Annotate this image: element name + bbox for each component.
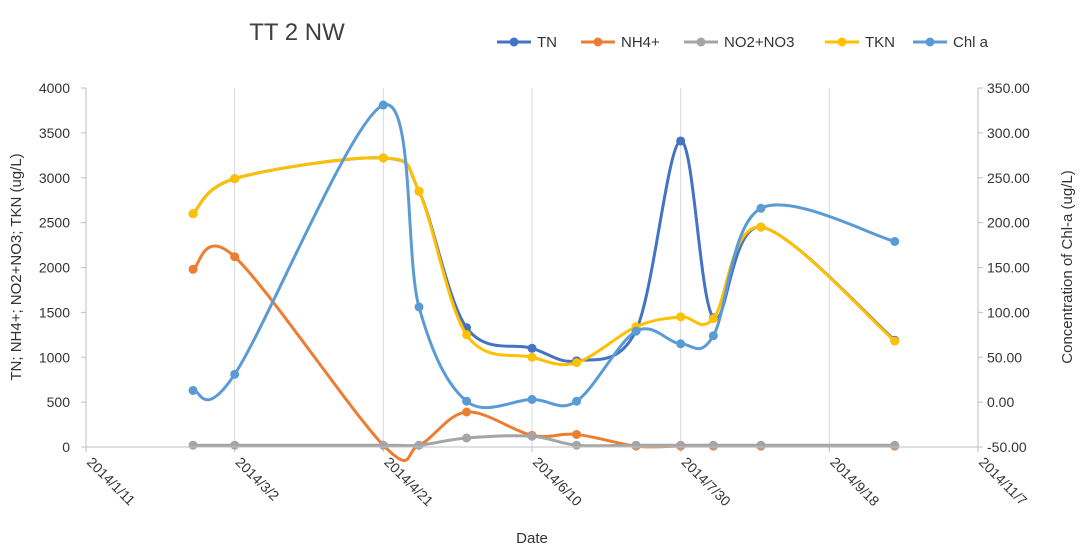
legend-swatch-marker	[509, 37, 519, 47]
y2-tick-label: -50.00	[987, 439, 1027, 455]
data-point-tkn	[572, 358, 582, 368]
y2-tick-label: 50.00	[987, 349, 1022, 365]
y2-tick-label: 300.00	[987, 125, 1030, 141]
data-point-no2-no3	[756, 440, 766, 450]
y-tick-label: 2000	[39, 260, 70, 276]
series-chl-a	[188, 100, 900, 410]
legend-label: NO2+NO3	[724, 34, 794, 51]
data-point-chl-a	[527, 394, 537, 404]
legend-label: TKN	[865, 34, 895, 51]
data-point-chl-a	[708, 331, 718, 341]
data-point-no2-no3	[188, 440, 198, 450]
y-tick-label: 3500	[39, 125, 70, 141]
y2-tick-label: 200.00	[987, 215, 1030, 231]
data-point-no2-no3	[462, 433, 472, 443]
y-tick-label: 4000	[39, 80, 70, 96]
legend-label: Chl a	[953, 34, 989, 51]
data-point-no2-no3	[572, 440, 582, 450]
data-point-tkn	[890, 336, 900, 346]
y-tick-label: 1000	[39, 349, 70, 365]
data-point-chl-a	[890, 236, 900, 246]
y2-tick-label: 150.00	[987, 260, 1030, 276]
data-point-nh4	[230, 252, 240, 262]
legend-item-no2-no3: NO2+NO3	[684, 34, 794, 51]
legend-label: TN	[537, 34, 557, 51]
legend-label: NH4+	[621, 34, 660, 51]
data-point-nh4	[188, 264, 198, 274]
data-point-no2-no3	[676, 440, 686, 450]
y2-tick-label: 100.00	[987, 304, 1030, 320]
data-point-tkn	[676, 312, 686, 322]
legend-swatch-marker	[925, 37, 935, 47]
data-point-chl-a	[188, 385, 198, 395]
y2-tick-label: 350.00	[987, 80, 1030, 96]
data-point-nh4	[462, 407, 472, 417]
data-point-tkn	[414, 186, 424, 196]
series-lines	[188, 100, 900, 462]
data-point-no2-no3	[890, 440, 900, 450]
data-point-tkn	[756, 222, 766, 232]
data-point-tkn	[230, 174, 240, 184]
data-point-chl-a	[756, 203, 766, 213]
y-tick-label: 2500	[39, 215, 70, 231]
data-point-no2-no3	[414, 440, 424, 450]
y-tick-label: 3000	[39, 170, 70, 186]
y2-tick-label: 250.00	[987, 170, 1030, 186]
data-point-tkn	[188, 209, 198, 219]
legend-item-tn: TN	[497, 34, 557, 51]
legend-item-chl-a: Chl a	[913, 34, 989, 51]
legend-swatch-marker	[696, 37, 706, 47]
data-point-no2-no3	[708, 440, 718, 450]
data-point-chl-a	[462, 396, 472, 406]
data-point-no2-no3	[230, 440, 240, 450]
data-point-chl-a	[414, 302, 424, 312]
data-point-no2-no3	[527, 431, 537, 441]
y2-tick-label: 0.00	[987, 394, 1014, 410]
data-point-no2-no3	[631, 440, 641, 450]
data-point-chl-a	[631, 326, 641, 336]
data-point-tkn	[527, 352, 537, 362]
legend-item-tkn: TKN	[825, 34, 895, 51]
axes	[85, 88, 979, 448]
data-point-tkn	[378, 153, 388, 163]
data-point-tn	[676, 136, 686, 146]
x-axis-title: Date	[516, 530, 548, 547]
legend-swatch-marker	[837, 37, 847, 47]
legend: TN NH4+ NO2+NO3 TKN Chl a	[497, 34, 989, 51]
legend-swatch-marker	[593, 37, 603, 47]
y-tick-label: 500	[47, 394, 71, 410]
data-point-tkn	[708, 314, 718, 324]
data-point-nh4	[572, 429, 582, 439]
y-axis-title: TN; NH4+; NO2+NO3; TKN (ug/L)	[8, 153, 25, 380]
series-line-no2-no3	[191, 434, 897, 448]
y-tick-label: 0	[62, 439, 70, 455]
y2-axis-title: Concentration of Chl-a (ug/L)	[1059, 170, 1076, 363]
data-point-tkn	[462, 330, 472, 340]
data-point-no2-no3	[378, 440, 388, 450]
chart-title: TT 2 NW	[249, 19, 345, 46]
y-tick-label: 1500	[39, 304, 70, 320]
data-point-chl-a	[378, 100, 388, 110]
data-point-chl-a	[572, 396, 582, 406]
data-point-chl-a	[676, 339, 686, 349]
data-point-tn	[527, 343, 537, 353]
legend-item-nh4: NH4+	[581, 34, 660, 51]
data-point-chl-a	[230, 369, 240, 379]
